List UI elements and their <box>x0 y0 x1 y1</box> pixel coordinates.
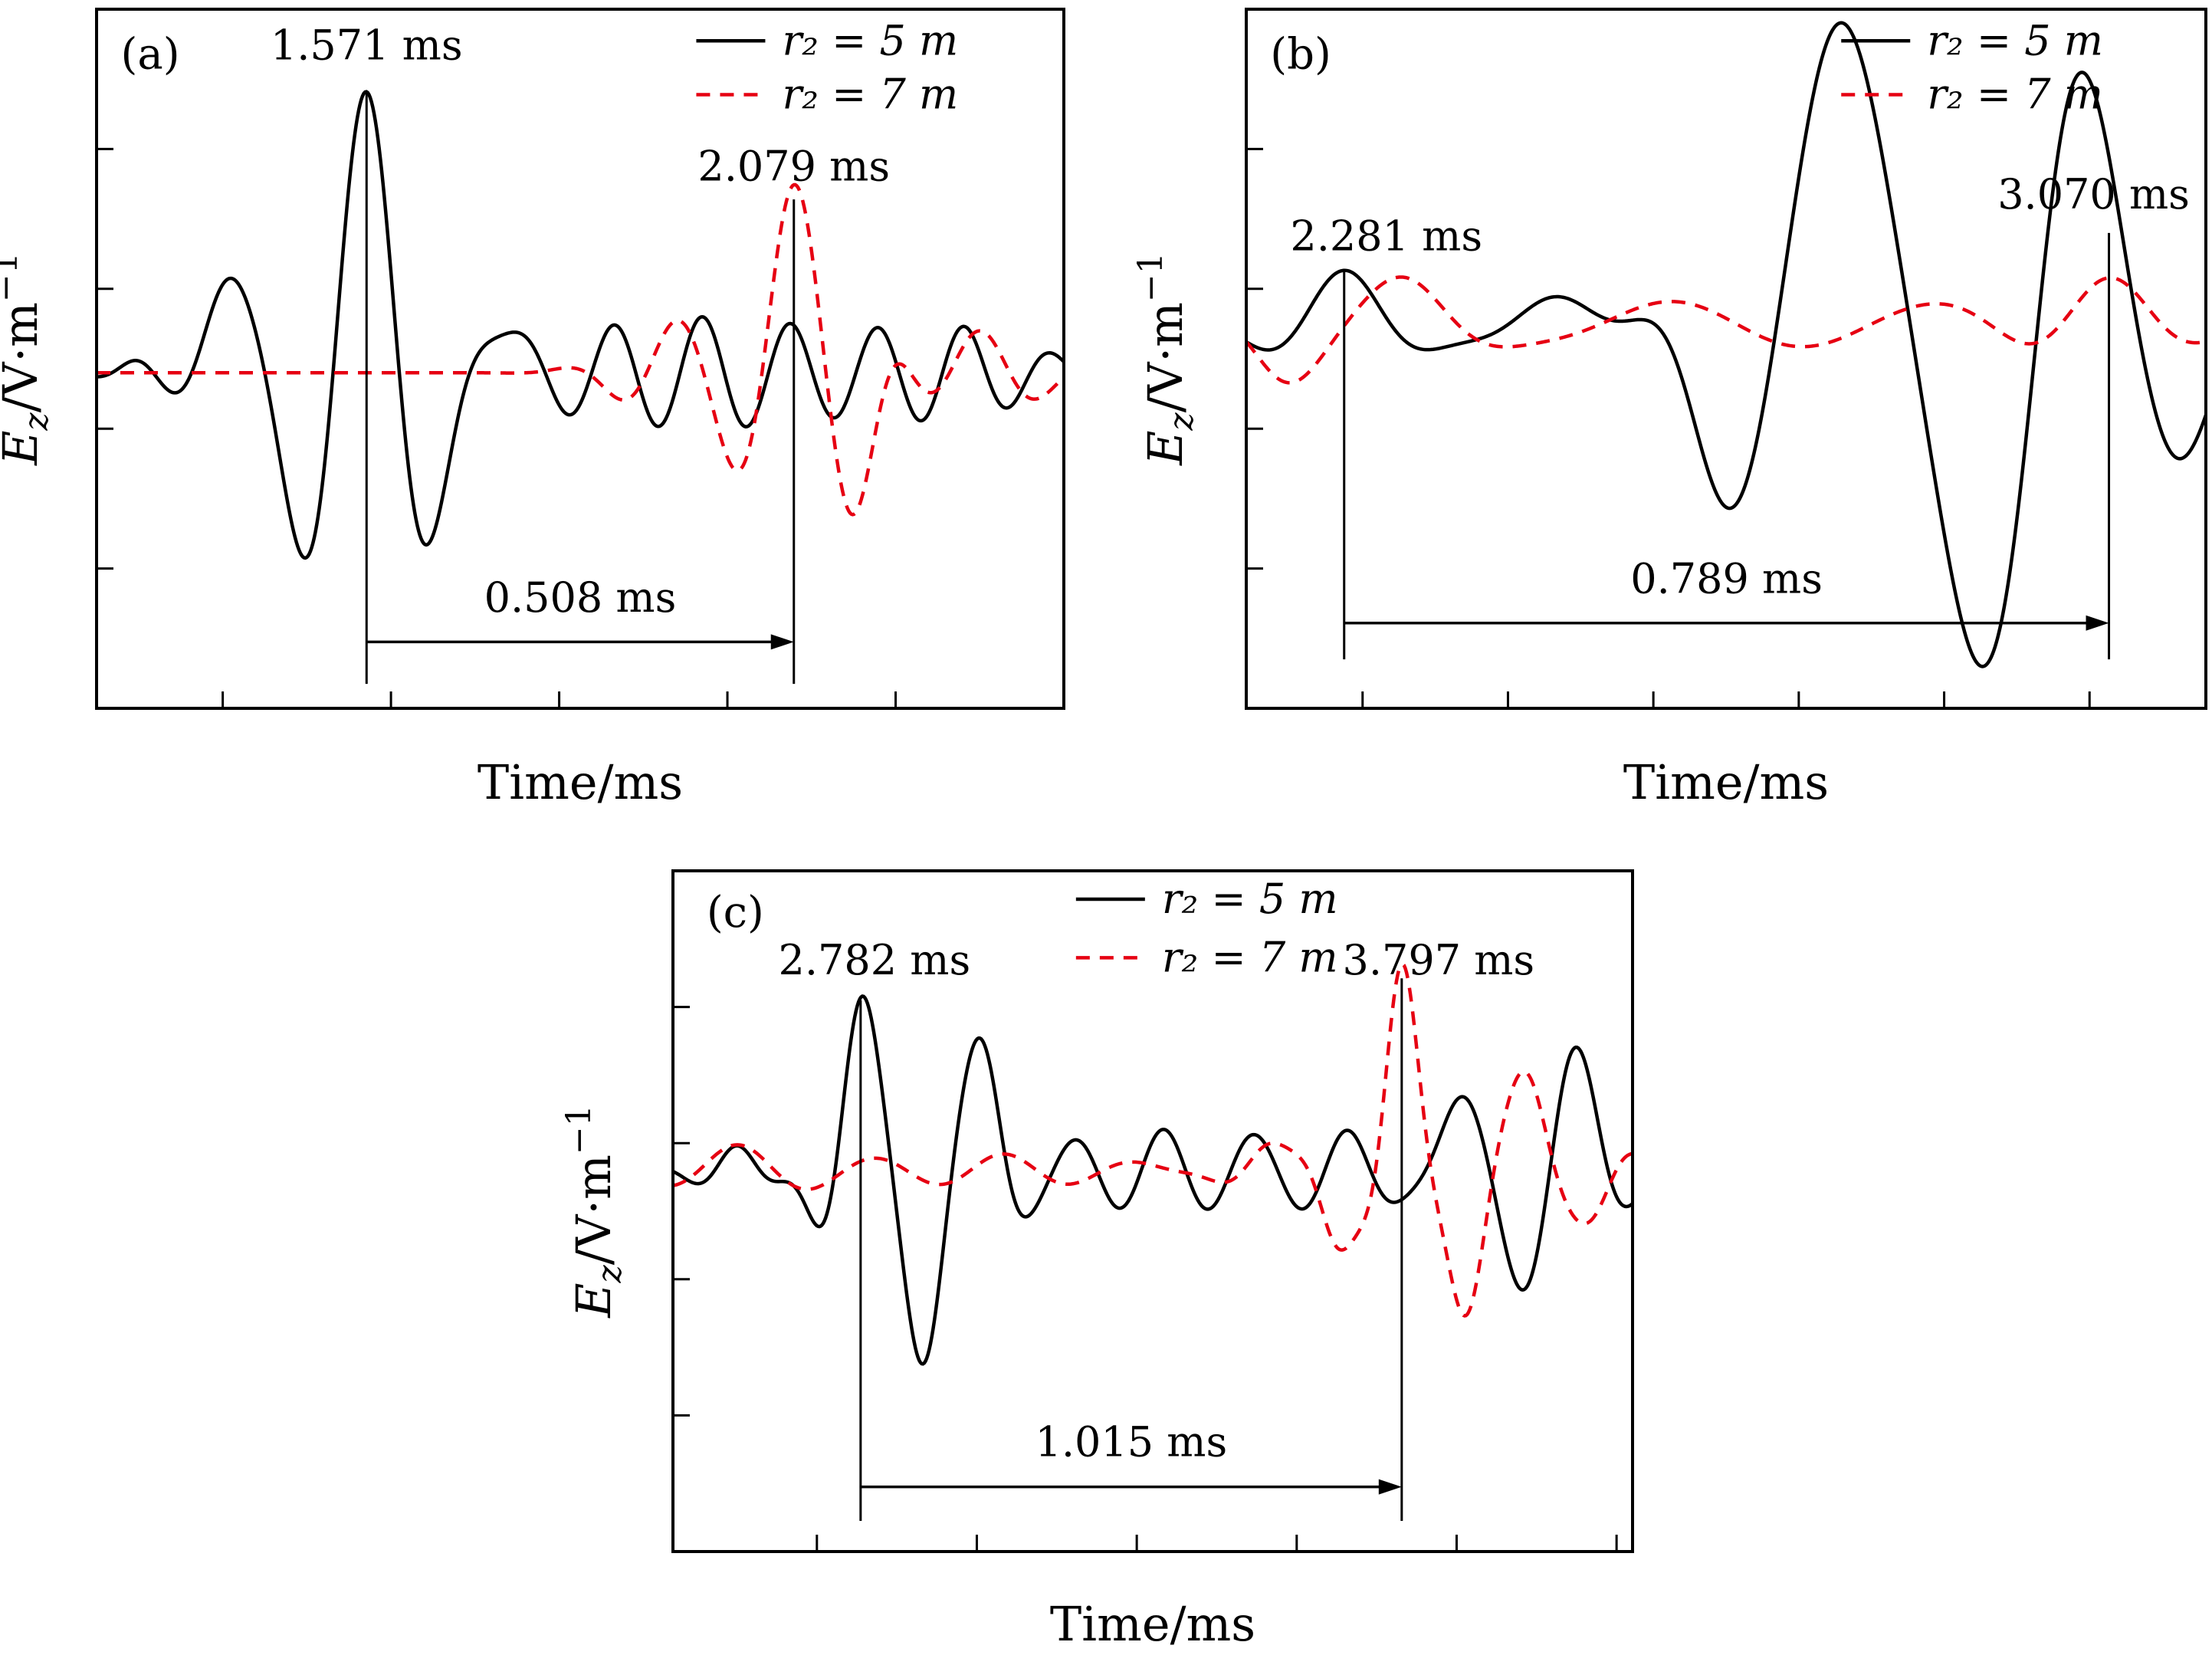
legend-label: r₂ = 7 m <box>1162 933 1338 981</box>
y-axis-label: Ez/V·m−1 <box>560 1105 629 1319</box>
peak-time-label: 3.797 ms <box>1342 936 1534 984</box>
series-line-r2-7m <box>673 962 1633 1318</box>
panel-tag: (c) <box>707 888 764 938</box>
panel-tag: (b) <box>1270 30 1331 80</box>
plot-border <box>671 869 1634 1553</box>
series-line-r2-5m <box>97 90 1064 560</box>
panel-c: 2.782 ms 3.797 ms 1.015 ms r₂ = 5 m r₂ = 7 m… <box>560 865 1645 1665</box>
series-line-r2-7m <box>97 182 1064 517</box>
delta-arrow-head <box>1378 1479 1402 1495</box>
peak-time-label: 2.782 ms <box>778 936 970 984</box>
delta-time-label: 0.789 ms <box>1630 555 1823 603</box>
legend-label: r₂ = 7 m <box>1927 71 2103 119</box>
x-axis-label: Time/ms <box>1623 754 1829 810</box>
panel-b-plot: 2.281 ms 3.070 ms 0.789 ms r₂ = 5 m r₂ = 7 m… <box>1131 8 2207 810</box>
legend-label: r₂ = 5 m <box>1927 16 2103 64</box>
series-line-r2-5m <box>1246 21 2206 668</box>
panel-a: 1.571 ms 2.079 ms 0.508 ms r₂ = 5 m r₂ = 7 m… <box>0 3 1076 842</box>
peak-time-label: 3.070 ms <box>1997 170 2190 218</box>
legend-label: r₂ = 5 m <box>1162 875 1338 923</box>
panel-b: 2.281 ms 3.070 ms 0.789 ms r₂ = 5 m r₂ = 7 m… <box>1131 3 2212 842</box>
x-axis-label: Time/ms <box>1050 1596 1255 1652</box>
peak-time-label: 2.079 ms <box>697 142 890 190</box>
delta-arrow-head <box>770 634 794 650</box>
legend-label: r₂ = 7 m <box>782 71 958 119</box>
panel-c-plot: 2.782 ms 3.797 ms 1.015 ms r₂ = 5 m r₂ = 7 m… <box>560 869 1634 1652</box>
peak-time-label: 1.571 ms <box>271 21 463 70</box>
legend-label: r₂ = 5 m <box>782 16 958 64</box>
peak-time-label: 2.281 ms <box>1290 212 1482 261</box>
delta-time-label: 0.508 ms <box>484 573 677 622</box>
delta-arrow-head <box>2086 615 2109 631</box>
y-axis-label: Ez/V·m−1 <box>1131 252 1201 466</box>
series-line-r2-5m <box>673 994 1633 1366</box>
panel-a-plot: 1.571 ms 2.079 ms 0.508 ms r₂ = 5 m r₂ = 7 m… <box>0 8 1065 810</box>
y-axis-label: Ez/V·m−1 <box>0 252 56 466</box>
delta-time-label: 1.015 ms <box>1035 1418 1227 1466</box>
plot-border <box>1245 8 2207 710</box>
panel-tag: (a) <box>121 30 180 80</box>
plot-border <box>95 8 1065 710</box>
series-line-r2-7m <box>1246 275 2206 385</box>
x-axis-label: Time/ms <box>478 754 683 810</box>
